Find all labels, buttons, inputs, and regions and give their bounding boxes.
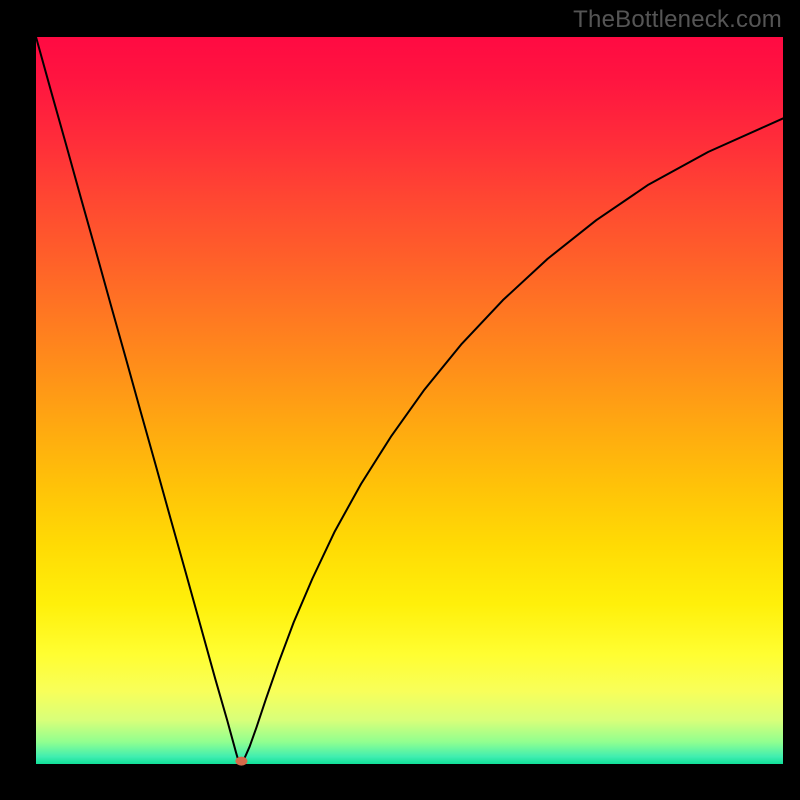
watermark-text: TheBottleneck.com [573, 6, 782, 34]
bottleneck-chart [0, 0, 800, 800]
chart-container: TheBottleneck.com [0, 0, 800, 800]
minimum-marker [235, 757, 247, 766]
chart-gradient-background [36, 37, 783, 764]
